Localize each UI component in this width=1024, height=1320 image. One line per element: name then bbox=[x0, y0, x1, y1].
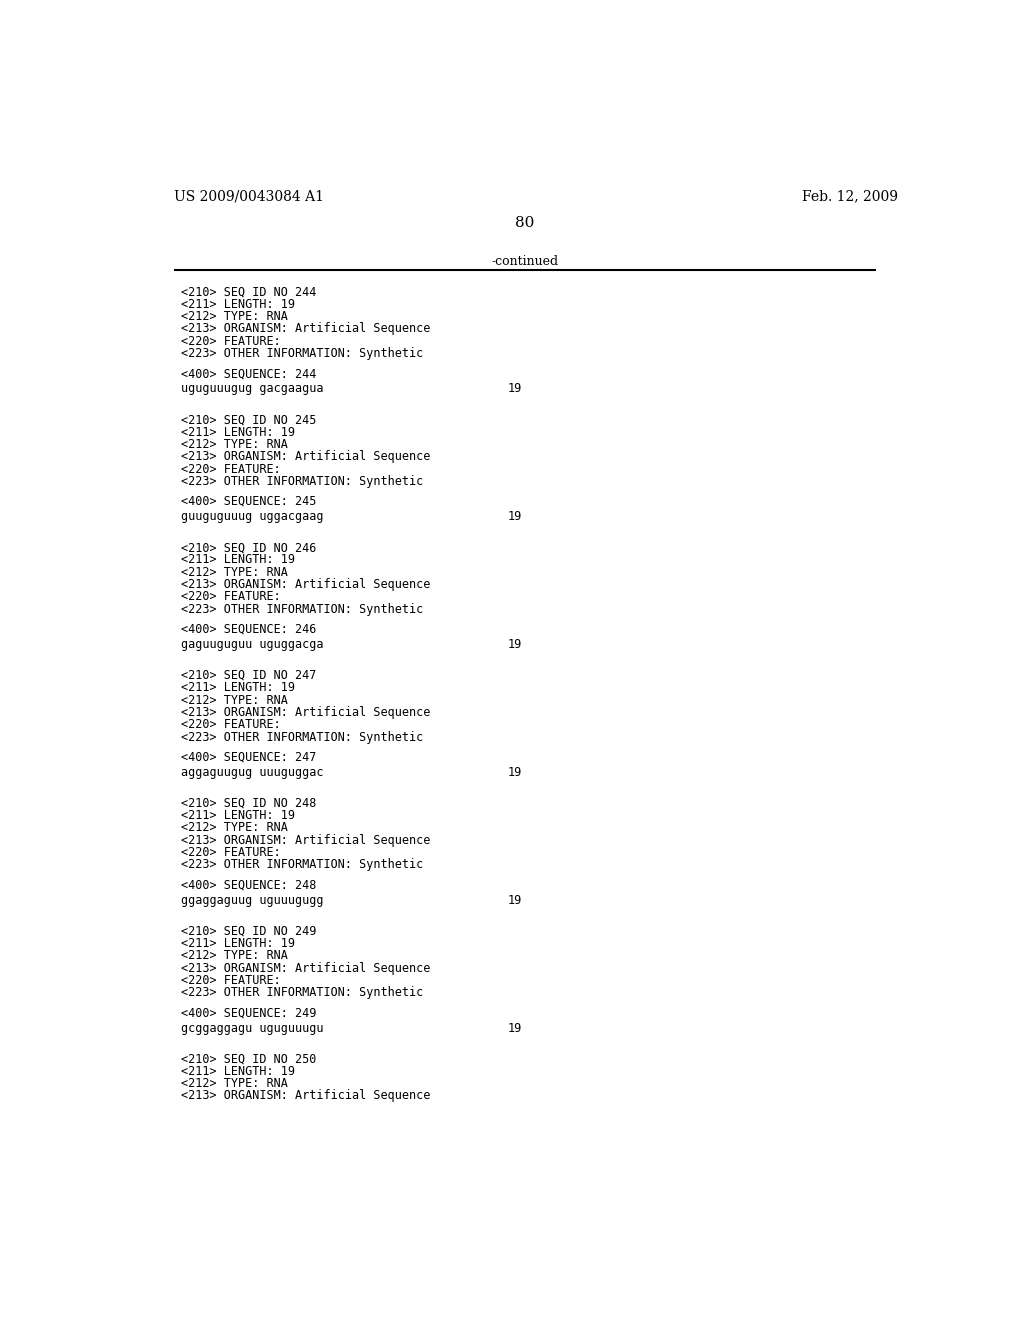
Text: US 2009/0043084 A1: US 2009/0043084 A1 bbox=[174, 189, 325, 203]
Text: 19: 19 bbox=[508, 511, 522, 523]
Text: <220> FEATURE:: <220> FEATURE: bbox=[180, 846, 281, 859]
Text: 19: 19 bbox=[508, 383, 522, 396]
Text: <220> FEATURE:: <220> FEATURE: bbox=[180, 462, 281, 475]
Text: <223> OTHER INFORMATION: Synthetic: <223> OTHER INFORMATION: Synthetic bbox=[180, 603, 423, 615]
Text: 19: 19 bbox=[508, 638, 522, 651]
Text: <223> OTHER INFORMATION: Synthetic: <223> OTHER INFORMATION: Synthetic bbox=[180, 986, 423, 999]
Text: <223> OTHER INFORMATION: Synthetic: <223> OTHER INFORMATION: Synthetic bbox=[180, 347, 423, 360]
Text: <211> LENGTH: 19: <211> LENGTH: 19 bbox=[180, 425, 295, 438]
Text: <212> TYPE: RNA: <212> TYPE: RNA bbox=[180, 438, 288, 451]
Text: Feb. 12, 2009: Feb. 12, 2009 bbox=[802, 189, 898, 203]
Text: aggaguugug uuuguggac: aggaguugug uuuguggac bbox=[180, 766, 324, 779]
Text: <211> LENGTH: 19: <211> LENGTH: 19 bbox=[180, 937, 295, 950]
Text: <210> SEQ ID NO 248: <210> SEQ ID NO 248 bbox=[180, 797, 316, 809]
Text: <400> SEQUENCE: 245: <400> SEQUENCE: 245 bbox=[180, 495, 316, 508]
Text: <400> SEQUENCE: 246: <400> SEQUENCE: 246 bbox=[180, 623, 316, 636]
Text: <212> TYPE: RNA: <212> TYPE: RNA bbox=[180, 821, 288, 834]
Text: <223> OTHER INFORMATION: Synthetic: <223> OTHER INFORMATION: Synthetic bbox=[180, 858, 423, 871]
Text: <210> SEQ ID NO 247: <210> SEQ ID NO 247 bbox=[180, 669, 316, 682]
Text: <210> SEQ ID NO 244: <210> SEQ ID NO 244 bbox=[180, 285, 316, 298]
Text: -continued: -continued bbox=[492, 255, 558, 268]
Text: <212> TYPE: RNA: <212> TYPE: RNA bbox=[180, 566, 288, 578]
Text: <400> SEQUENCE: 248: <400> SEQUENCE: 248 bbox=[180, 878, 316, 891]
Text: ggaggaguug uguuugugg: ggaggaguug uguuugugg bbox=[180, 894, 324, 907]
Text: <220> FEATURE:: <220> FEATURE: bbox=[180, 590, 281, 603]
Text: 19: 19 bbox=[508, 894, 522, 907]
Text: <211> LENGTH: 19: <211> LENGTH: 19 bbox=[180, 553, 295, 566]
Text: <400> SEQUENCE: 244: <400> SEQUENCE: 244 bbox=[180, 367, 316, 380]
Text: <220> FEATURE:: <220> FEATURE: bbox=[180, 974, 281, 987]
Text: <220> FEATURE:: <220> FEATURE: bbox=[180, 718, 281, 731]
Text: guuguguuug uggacgaag: guuguguuug uggacgaag bbox=[180, 511, 324, 523]
Text: <210> SEQ ID NO 246: <210> SEQ ID NO 246 bbox=[180, 541, 316, 554]
Text: <213> ORGANISM: Artificial Sequence: <213> ORGANISM: Artificial Sequence bbox=[180, 706, 430, 719]
Text: 80: 80 bbox=[515, 216, 535, 230]
Text: <223> OTHER INFORMATION: Synthetic: <223> OTHER INFORMATION: Synthetic bbox=[180, 730, 423, 743]
Text: uguguuugug gacgaagua: uguguuugug gacgaagua bbox=[180, 383, 324, 396]
Text: <210> SEQ ID NO 250: <210> SEQ ID NO 250 bbox=[180, 1052, 316, 1065]
Text: <213> ORGANISM: Artificial Sequence: <213> ORGANISM: Artificial Sequence bbox=[180, 450, 430, 463]
Text: <213> ORGANISM: Artificial Sequence: <213> ORGANISM: Artificial Sequence bbox=[180, 1089, 430, 1102]
Text: 19: 19 bbox=[508, 766, 522, 779]
Text: <211> LENGTH: 19: <211> LENGTH: 19 bbox=[180, 681, 295, 694]
Text: <210> SEQ ID NO 245: <210> SEQ ID NO 245 bbox=[180, 413, 316, 426]
Text: <213> ORGANISM: Artificial Sequence: <213> ORGANISM: Artificial Sequence bbox=[180, 578, 430, 591]
Text: <213> ORGANISM: Artificial Sequence: <213> ORGANISM: Artificial Sequence bbox=[180, 961, 430, 974]
Text: <211> LENGTH: 19: <211> LENGTH: 19 bbox=[180, 298, 295, 310]
Text: <213> ORGANISM: Artificial Sequence: <213> ORGANISM: Artificial Sequence bbox=[180, 834, 430, 846]
Text: <211> LENGTH: 19: <211> LENGTH: 19 bbox=[180, 1065, 295, 1077]
Text: <212> TYPE: RNA: <212> TYPE: RNA bbox=[180, 949, 288, 962]
Text: <223> OTHER INFORMATION: Synthetic: <223> OTHER INFORMATION: Synthetic bbox=[180, 475, 423, 488]
Text: <400> SEQUENCE: 249: <400> SEQUENCE: 249 bbox=[180, 1006, 316, 1019]
Text: <212> TYPE: RNA: <212> TYPE: RNA bbox=[180, 693, 288, 706]
Text: <212> TYPE: RNA: <212> TYPE: RNA bbox=[180, 310, 288, 323]
Text: gaguuguguu uguggacga: gaguuguguu uguggacga bbox=[180, 638, 324, 651]
Text: <211> LENGTH: 19: <211> LENGTH: 19 bbox=[180, 809, 295, 822]
Text: <212> TYPE: RNA: <212> TYPE: RNA bbox=[180, 1077, 288, 1090]
Text: <213> ORGANISM: Artificial Sequence: <213> ORGANISM: Artificial Sequence bbox=[180, 322, 430, 335]
Text: <220> FEATURE:: <220> FEATURE: bbox=[180, 335, 281, 347]
Text: <210> SEQ ID NO 249: <210> SEQ ID NO 249 bbox=[180, 924, 316, 937]
Text: 19: 19 bbox=[508, 1022, 522, 1035]
Text: <400> SEQUENCE: 247: <400> SEQUENCE: 247 bbox=[180, 751, 316, 763]
Text: gcggaggagu uguguuugu: gcggaggagu uguguuugu bbox=[180, 1022, 324, 1035]
